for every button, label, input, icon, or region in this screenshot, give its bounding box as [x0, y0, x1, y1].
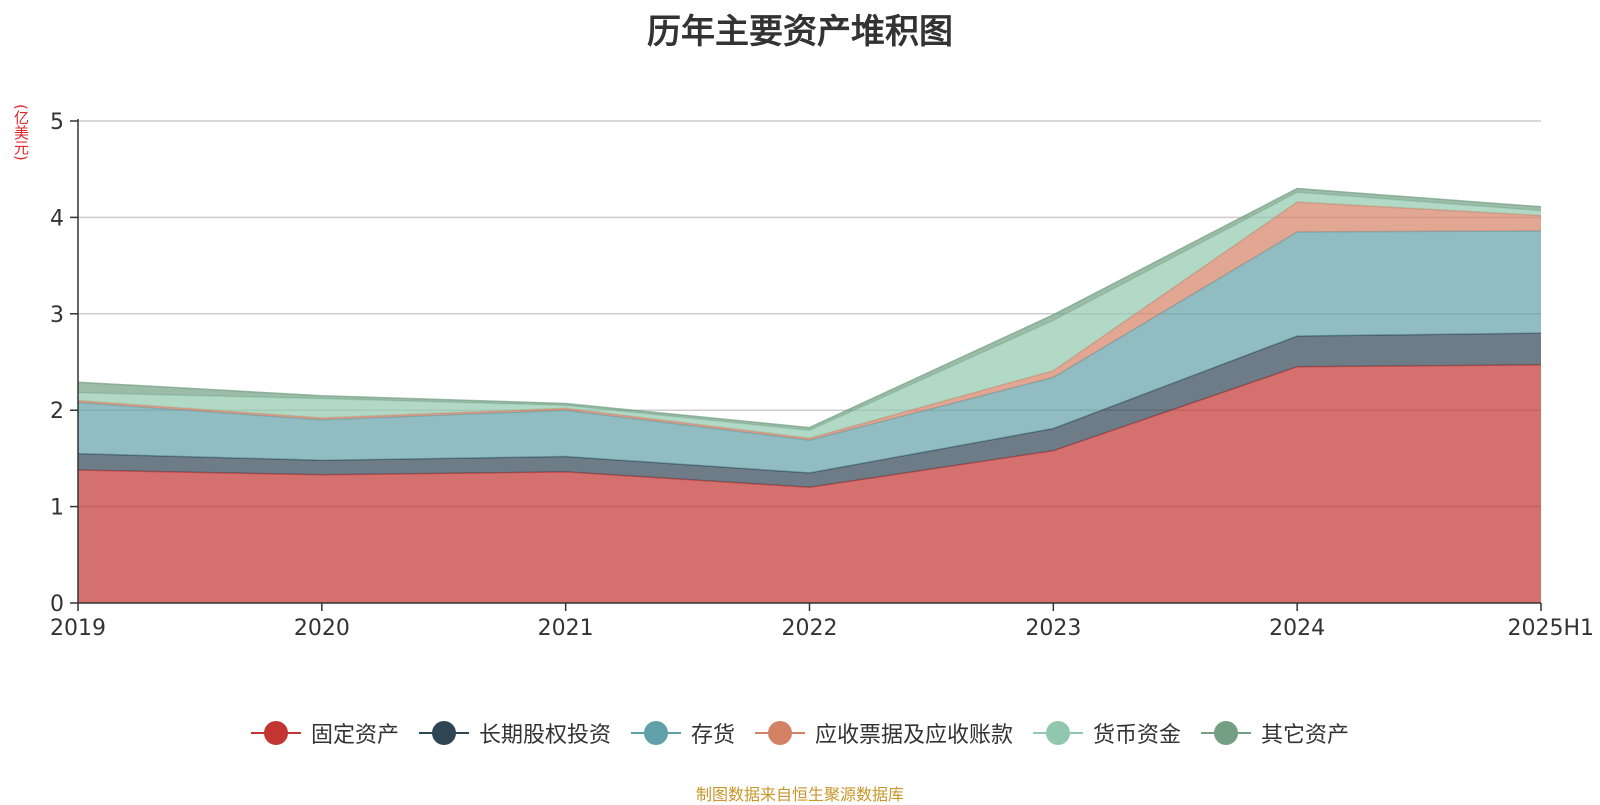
y-tick-label: 3 [50, 303, 64, 328]
axes: 0 1 2 3 4 5 2019 2020 2021 2022 2023 2024 2025H1 [50, 110, 1594, 641]
area-series-layer [77, 187, 1542, 603]
legend-label: 货币资金 [1093, 723, 1182, 748]
area-series-0[interactable] [78, 364, 1541, 603]
legend-item-1[interactable]: 长期股权投资 [418, 717, 611, 749]
legend-marker-icon [1201, 721, 1252, 745]
y-tick-label: 5 [50, 110, 64, 135]
legend-label: 固定资产 [310, 723, 399, 748]
x-tick-label: 2024 [1269, 616, 1325, 641]
x-tick-label: 2021 [538, 616, 594, 641]
legend-marker-icon [630, 721, 681, 745]
y-tick-label: 2 [50, 399, 64, 424]
legend-item-0[interactable]: 固定资产 [250, 717, 399, 749]
legend-label: 长期股权投资 [478, 723, 611, 748]
legend-marker-icon [418, 721, 469, 745]
legend-item-3[interactable]: 应收票据及应收账款 [755, 717, 1013, 749]
y-tick-label: 4 [50, 206, 64, 231]
y-tick-label: 1 [50, 496, 64, 521]
legend-item-4[interactable]: 货币资金 [1033, 717, 1181, 749]
x-tick-label: 2025H1 [1507, 616, 1594, 641]
legend-marker-icon [755, 721, 805, 745]
x-tick-label: 2020 [294, 616, 350, 641]
y-axis-unit-label: (亿美元) [12, 104, 30, 161]
legend-item-2[interactable]: 存货 [630, 717, 735, 749]
chart-title: 历年主要资产堆积图 [647, 12, 953, 52]
x-tick-label: 2023 [1025, 616, 1081, 641]
x-tick-label: 2022 [782, 616, 838, 641]
source-note: 制图数据来自恒生聚源数据库 [695, 785, 904, 804]
legend-marker-icon [1033, 721, 1084, 745]
area-series-2[interactable] [78, 230, 1541, 473]
area-series-1[interactable] [78, 333, 1541, 488]
legend-label: 存货 [690, 723, 735, 748]
legend-label: 其它资产 [1261, 723, 1350, 748]
legend: 固定资产 长期股权投资 存货 应收票据及应收账款 货币资金 其它资产 [0, 717, 1600, 749]
x-tick-label: 2019 [50, 616, 106, 641]
area-series-3[interactable] [78, 202, 1541, 441]
legend-label: 应收票据及应收账款 [815, 723, 1014, 748]
legend-item-5[interactable]: 其它资产 [1201, 717, 1349, 749]
legend-marker-icon [250, 721, 301, 745]
area-series-line-5 [77, 187, 1542, 429]
y-tick-label: 0 [50, 592, 64, 617]
